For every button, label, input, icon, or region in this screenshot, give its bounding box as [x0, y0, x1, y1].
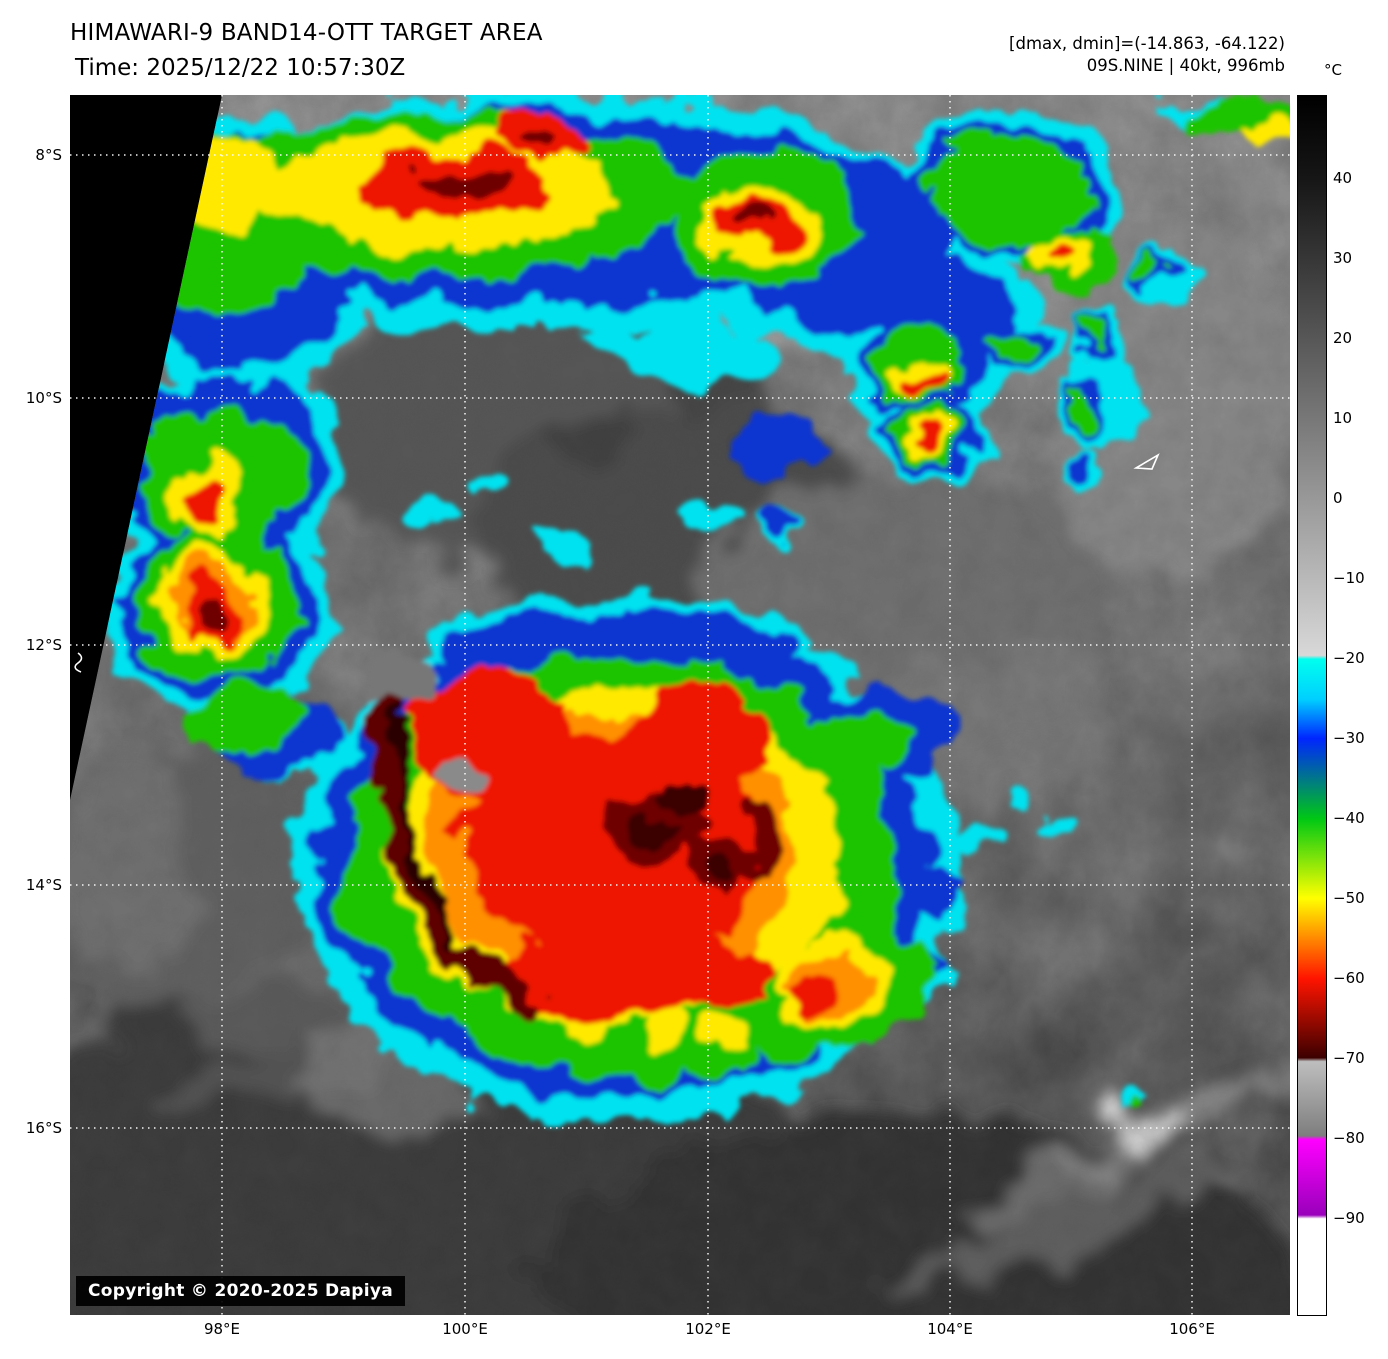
lat-label-12s: 12°S	[25, 636, 62, 654]
colorbar-tick-m60: −60	[1333, 969, 1365, 987]
colorbar-tick-40: 40	[1333, 169, 1353, 187]
lon-label-100e: 100°E	[442, 1320, 488, 1338]
time-label: Time: 2025/12/22 10:57:30Z	[75, 55, 406, 81]
colorbar-tick-30: 30	[1333, 249, 1353, 267]
lon-label-104e: 104°E	[927, 1320, 973, 1338]
colorbar-tick-m70: −70	[1333, 1049, 1365, 1067]
wind-barb-icon	[74, 652, 83, 673]
colorbar-tick-m50: −50	[1333, 889, 1365, 907]
scan-area	[70, 95, 1290, 1315]
wind-arrow-icon	[1133, 453, 1160, 470]
lat-label-14s: 14°S	[25, 876, 62, 894]
lon-label-98e: 98°E	[203, 1320, 241, 1338]
copyright-badge: Copyright © 2020-2025 Dapiya	[76, 1276, 405, 1306]
colorbar-tick-20: 20	[1333, 329, 1353, 347]
colorbar-tick-m40: −40	[1333, 809, 1365, 827]
colorbar	[1297, 95, 1327, 1316]
lon-label-102e: 102°E	[685, 1320, 731, 1338]
colorbar-tick-10: 10	[1333, 409, 1353, 427]
page-title: HIMAWARI-9 BAND14-OTT TARGET AREA	[70, 20, 543, 46]
header-right: [dmax, dmin]=(-14.863, -64.122) 09S.NINE…	[1009, 33, 1285, 77]
colorbar-tick-m80: −80	[1333, 1129, 1365, 1147]
satellite-map-panel: Copyright © 2020-2025 Dapiya	[70, 95, 1290, 1315]
lon-label-106e: 106°E	[1169, 1320, 1215, 1338]
colorbar-tick-m20: −20	[1333, 649, 1365, 667]
colorbar-tick-m90: −90	[1333, 1209, 1365, 1227]
lat-label-8s: 8°S	[35, 146, 62, 164]
colorbar-tick-0: 0	[1333, 489, 1343, 507]
colorbar-tick-m30: −30	[1333, 729, 1365, 747]
storm-info-label: 09S.NINE | 40kt, 996mb	[1086, 56, 1285, 75]
dmax-dmin-label: [dmax, dmin]=(-14.863, -64.122)	[1009, 34, 1285, 53]
lat-label-10s: 10°S	[25, 389, 62, 407]
lat-label-16s: 16°S	[25, 1119, 62, 1137]
colorbar-unit-label: °C	[1324, 61, 1342, 79]
colorbar-tick-m10: −10	[1333, 569, 1365, 587]
satellite-image	[70, 95, 1290, 1315]
